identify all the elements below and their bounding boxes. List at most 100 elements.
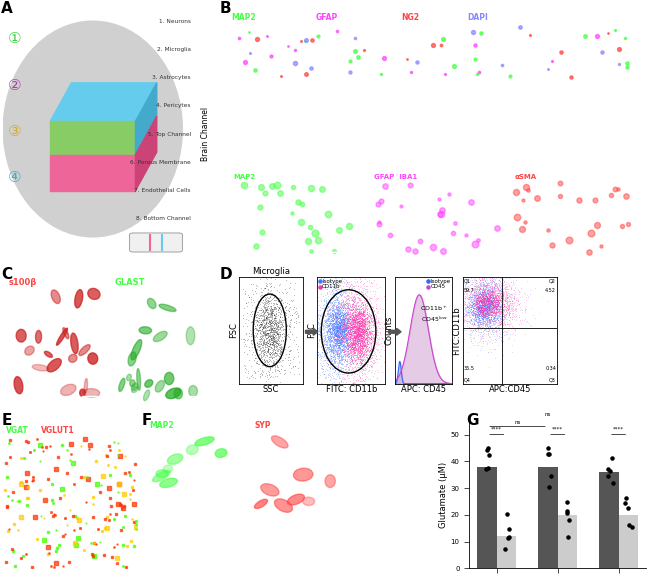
Point <box>335 323 345 332</box>
Point <box>287 329 297 339</box>
Point <box>268 335 278 344</box>
Point <box>280 308 290 317</box>
Point <box>370 385 380 394</box>
Point <box>474 293 484 302</box>
Point <box>266 305 277 314</box>
Point <box>326 336 336 345</box>
Point <box>485 304 495 313</box>
Point <box>333 319 344 328</box>
Point <box>507 293 517 302</box>
Point <box>491 265 501 275</box>
Point <box>337 342 348 351</box>
Point <box>322 358 333 368</box>
Point <box>356 304 366 313</box>
Point <box>370 315 381 324</box>
Point <box>332 328 343 337</box>
Point <box>493 298 503 308</box>
Point <box>350 350 360 359</box>
Point <box>332 335 343 344</box>
Point <box>367 337 377 346</box>
Point <box>362 358 372 367</box>
Point <box>343 291 354 300</box>
Point <box>346 295 356 305</box>
Point <box>466 291 476 300</box>
Point <box>472 282 482 291</box>
Point <box>519 306 530 315</box>
Point <box>491 305 502 314</box>
Point <box>490 327 501 336</box>
Point <box>482 295 492 304</box>
Point <box>484 295 495 304</box>
Point <box>348 295 359 305</box>
Point <box>358 340 369 349</box>
Point <box>473 304 483 313</box>
Point <box>332 364 342 373</box>
Point <box>490 293 501 302</box>
Point <box>343 323 353 332</box>
Point <box>481 298 491 307</box>
Point <box>328 344 338 353</box>
Point <box>354 306 365 315</box>
Point <box>331 312 341 321</box>
Point <box>348 353 359 362</box>
Point <box>493 307 503 316</box>
Point <box>467 299 477 309</box>
Point <box>363 312 373 321</box>
Point <box>473 302 483 312</box>
Point <box>473 309 484 318</box>
Point <box>360 299 370 309</box>
Point <box>335 321 345 330</box>
Point <box>357 343 367 352</box>
Point <box>367 309 377 318</box>
Point <box>482 312 492 321</box>
Point <box>240 298 251 308</box>
Point <box>265 310 276 319</box>
Point <box>272 302 282 311</box>
Point <box>497 315 508 324</box>
Point <box>335 321 345 330</box>
Point <box>335 309 345 319</box>
Point <box>495 305 505 314</box>
Point <box>352 352 362 361</box>
Point <box>352 362 362 372</box>
Point <box>489 268 499 277</box>
Point <box>330 329 341 339</box>
Point <box>269 325 280 335</box>
Point <box>479 312 489 321</box>
Point <box>358 332 369 342</box>
Point <box>333 320 343 329</box>
Point <box>503 304 514 313</box>
Point <box>361 295 371 304</box>
Point <box>334 371 345 380</box>
Point <box>491 297 502 306</box>
Point <box>358 324 368 334</box>
Point <box>351 344 361 353</box>
Point <box>479 305 489 314</box>
Point <box>274 303 284 312</box>
Point <box>250 333 260 342</box>
Point <box>265 351 276 361</box>
Point <box>283 350 294 359</box>
Point <box>463 309 473 318</box>
Point <box>274 302 284 312</box>
Point <box>352 387 363 396</box>
Point <box>497 287 508 297</box>
Point <box>368 287 378 296</box>
Point <box>311 335 321 344</box>
Point <box>499 280 509 289</box>
Point <box>266 361 277 370</box>
Point <box>362 338 372 347</box>
Point <box>271 309 281 318</box>
Point <box>330 323 341 332</box>
Point <box>486 292 496 301</box>
Point <box>485 297 495 306</box>
Point <box>482 309 493 319</box>
Point <box>460 305 471 314</box>
Point <box>491 325 501 335</box>
Point <box>476 312 487 321</box>
Point <box>477 313 488 323</box>
Point <box>264 337 274 346</box>
Point <box>331 311 341 320</box>
Point <box>324 324 335 334</box>
Point <box>493 320 504 329</box>
